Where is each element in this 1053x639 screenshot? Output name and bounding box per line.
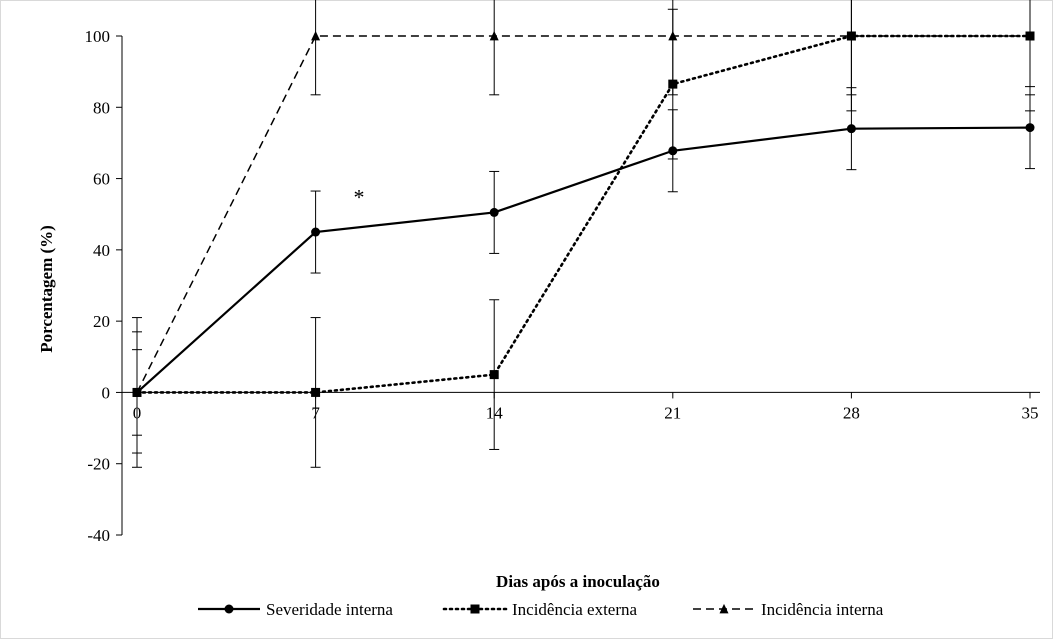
legend-label: Incidência interna [761, 600, 884, 619]
data-point-series-2 [668, 79, 678, 89]
legend-marker [470, 604, 480, 614]
data-point-series-1 [668, 146, 678, 156]
y-tick-label: 20 [93, 312, 110, 331]
data-point-series-1 [489, 207, 499, 217]
legend-label: Incidência externa [512, 600, 638, 619]
data-point-series-2 [311, 387, 321, 397]
annotation: * [353, 184, 364, 209]
y-tick-label: -20 [87, 455, 110, 474]
data-point-series-3 [668, 30, 678, 41]
legend-marker [224, 604, 234, 614]
series-line-1 [136, 126, 1031, 394]
y-tick-label: 100 [85, 27, 111, 46]
data-point-series-3 [1025, 30, 1035, 41]
data-point-series-3 [311, 30, 321, 41]
series-line-3 [136, 35, 1030, 393]
x-axis-title: Dias após a inoculação [496, 572, 660, 591]
y-tick-label: -40 [87, 526, 110, 545]
x-tick-label: 21 [664, 403, 681, 422]
data-point-series-3 [132, 387, 142, 397]
legend-item-2: Incidência externa [442, 600, 638, 619]
data-point-series-3 [846, 30, 856, 41]
x-tick-label: 28 [843, 403, 860, 422]
legend-item-1: Severidade interna [198, 600, 393, 619]
data-point-series-1 [846, 124, 856, 134]
legend: Severidade interna Incidência externa Inci… [198, 600, 884, 619]
data-point-series-1 [1025, 123, 1035, 133]
y-tick-label: 60 [93, 170, 110, 189]
data-point-series-3 [489, 30, 499, 41]
y-tick-label: 0 [102, 383, 111, 402]
y-tick-label: 80 [93, 98, 110, 117]
legend-marker [719, 603, 729, 614]
x-tick-label: 35 [1022, 403, 1039, 422]
y-axis-title: Porcentagem (%) [37, 225, 56, 353]
legend-label: Severidade interna [266, 600, 393, 619]
data-point-series-2 [489, 370, 499, 380]
data-point-series-1 [311, 227, 321, 237]
y-tick-label: 40 [93, 241, 110, 260]
legend-item-3: Incidência interna [693, 600, 884, 619]
